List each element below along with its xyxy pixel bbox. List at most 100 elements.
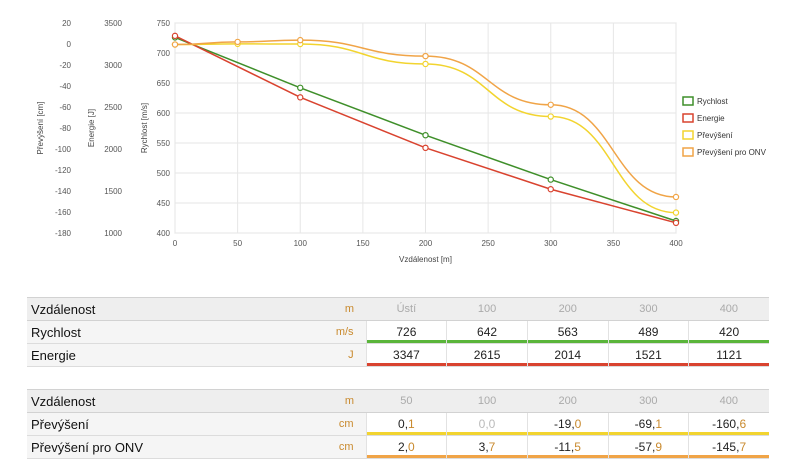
- data-point: [234, 38, 241, 46]
- data-point: [672, 193, 680, 201]
- legend-swatch: [682, 96, 694, 106]
- y-tick-label: -180: [55, 229, 72, 238]
- data-point: [422, 144, 429, 152]
- data-point: [297, 84, 304, 92]
- x-tick-label: 200: [419, 239, 433, 248]
- header-label: Vzdálenost: [27, 389, 284, 413]
- header-unit: m: [283, 297, 367, 321]
- x-tick-label: 150: [356, 239, 370, 248]
- header-col: 200: [527, 297, 609, 321]
- data-point: [297, 36, 304, 44]
- x-tick-label: 250: [481, 239, 495, 248]
- x-tick-label: 50: [233, 239, 242, 248]
- y-tick-label: -80: [59, 124, 71, 133]
- header-col: 400: [688, 297, 769, 321]
- table-velocity-energy: Vzdálenost m Ústí 100 200 300 400 Rychlo…: [27, 297, 769, 367]
- data-point: [672, 219, 680, 227]
- x-tick-label: 0: [173, 239, 178, 248]
- cell-value: -19,0: [526, 412, 609, 436]
- data-point: [297, 94, 304, 101]
- y-axis-label: Energie [J]: [87, 109, 96, 147]
- y-tick-label: -60: [59, 103, 71, 112]
- cell-value: 2,0: [365, 435, 447, 459]
- y-tick-label: -160: [55, 208, 72, 217]
- cell-value: 1521: [607, 343, 689, 367]
- table-row-prevyseni-onv: Převýšení pro ONV cm 2,0 3,7 -11,5 -57,9…: [27, 435, 769, 459]
- cell-value: 3347: [365, 343, 447, 367]
- y-tick-label: 1000: [104, 229, 122, 238]
- table-header-row: Vzdálenost m 50 100 200 300 400: [27, 389, 769, 413]
- y-tick-label: 550: [157, 139, 171, 148]
- cell-value: 420: [688, 320, 769, 344]
- header-unit: m: [283, 389, 367, 413]
- legend-swatch: [682, 147, 694, 157]
- cell-value: 1121: [688, 343, 769, 367]
- cell-value: -145,7: [688, 435, 769, 459]
- row-unit: J: [283, 343, 367, 367]
- header-label: Vzdálenost: [27, 297, 284, 321]
- cell-value: 726: [365, 320, 447, 344]
- header-col: 400: [688, 389, 769, 413]
- y-tick-label: 450: [157, 199, 171, 208]
- row-label: Energie: [27, 343, 284, 367]
- cell-value: 489: [607, 320, 689, 344]
- x-tick-label: 300: [544, 239, 558, 248]
- y-tick-label: 500: [157, 169, 171, 178]
- legend-item: Energie: [697, 114, 725, 123]
- header-col: 100: [446, 297, 528, 321]
- table-row-energie: Energie J 3347 2615 2014 1521 1121: [27, 343, 769, 367]
- row-unit: cm: [283, 412, 367, 436]
- x-tick-label: 350: [607, 239, 621, 248]
- legend-swatch: [682, 130, 694, 140]
- legend-item: Převýšení pro ONV: [697, 148, 767, 157]
- cell-value: 563: [526, 320, 609, 344]
- cell-value: -160,6: [688, 412, 769, 436]
- cell-value: 2615: [446, 343, 528, 367]
- y-tick-label: 400: [157, 229, 171, 238]
- data-point: [547, 186, 554, 193]
- y-tick-label: -40: [59, 82, 71, 91]
- header-col: Ústí: [366, 297, 447, 321]
- data-point: [672, 209, 680, 216]
- row-label: Převýšení pro ONV: [27, 435, 284, 459]
- y-tick-label: 1500: [104, 187, 122, 196]
- x-tick-label: 400: [669, 239, 683, 248]
- header-col: 100: [446, 389, 528, 413]
- cell-value: 3,7: [446, 435, 528, 459]
- y-tick-label: -120: [55, 166, 72, 175]
- y-tick-label: -20: [59, 61, 71, 70]
- legend-item: Převýšení: [697, 131, 733, 140]
- y-tick-label: 600: [157, 109, 171, 118]
- y-tick-label: 3500: [104, 19, 122, 28]
- cell-value: 0,1: [365, 412, 447, 436]
- table-drop: Vzdálenost m 50 100 200 300 400 Převýšen…: [27, 389, 769, 459]
- header-col: 300: [608, 389, 689, 413]
- data-point: [547, 176, 554, 183]
- y-axis-label: Rychlost [m/s]: [140, 103, 149, 153]
- header-col: 300: [608, 297, 689, 321]
- data-point: [422, 60, 429, 68]
- cell-value: 2014: [526, 343, 609, 367]
- y-tick-label: 3000: [104, 61, 122, 70]
- row-label: Rychlost: [27, 320, 284, 344]
- x-axis-label: Vzdálenost [m]: [399, 255, 452, 264]
- y-tick-label: 750: [157, 19, 171, 28]
- cell-value: 0,0: [446, 412, 528, 436]
- cell-value: -11,5: [526, 435, 609, 459]
- data-point: [547, 101, 554, 108]
- header-col: 200: [527, 389, 609, 413]
- x-tick-label: 100: [294, 239, 308, 248]
- cell-value: 642: [446, 320, 528, 344]
- header-col: 50: [366, 389, 447, 413]
- data-point: [171, 32, 179, 40]
- row-unit: cm: [283, 435, 367, 459]
- y-tick-label: -100: [55, 145, 72, 154]
- y-tick-label: 0: [67, 40, 72, 49]
- cell-value: -69,1: [607, 412, 689, 436]
- data-point: [422, 131, 429, 139]
- y-tick-label: -140: [55, 187, 72, 196]
- legend-item: Rychlost: [697, 97, 728, 106]
- y-tick-label: 2000: [104, 145, 122, 154]
- row-label: Převýšení: [27, 412, 284, 436]
- cell-value: -57,9: [607, 435, 689, 459]
